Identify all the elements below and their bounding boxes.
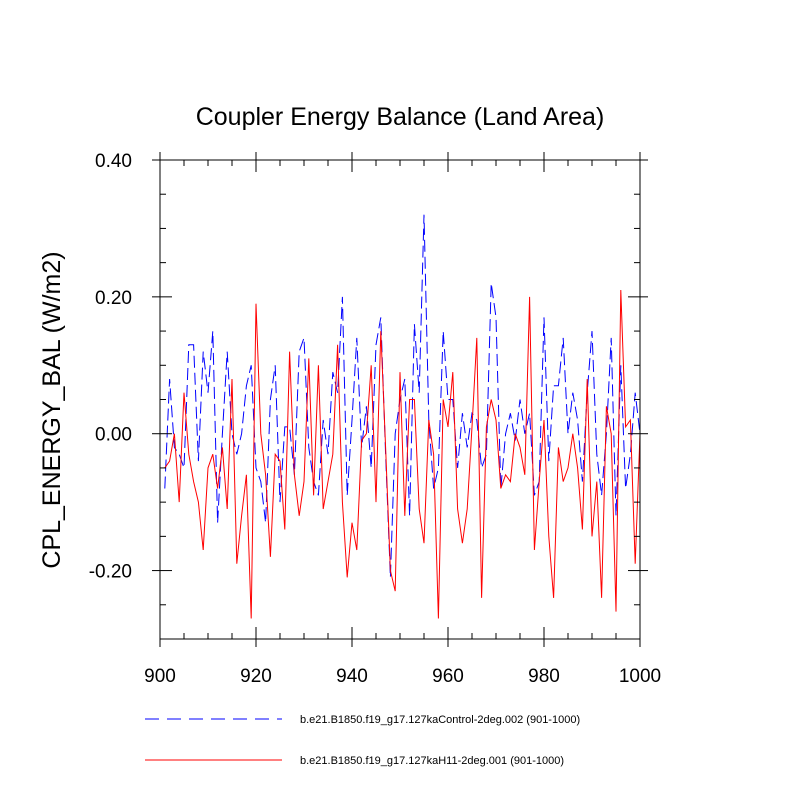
legend-label-2: b.e21.B1850.f19_g17.127kaH11-2deg.001 (9… [300,755,564,767]
legend-label-1: b.e21.B1850.f19_g17.127kaControl-2deg.00… [300,714,580,726]
axis-tick-labels: 900 920 940 960 980 1000 -0.20 0.00 0.20 0.40 [89,151,661,687]
series-line-1 [164,214,641,578]
y-tick-label: -0.20 [89,562,132,583]
series-line-2 [164,289,641,619]
plot-lines [164,214,641,619]
y-tick-label: 0.00 [95,425,132,446]
x-tick-label: 1000 [619,666,661,687]
x-tick-label: 960 [432,666,464,687]
x-tick-label: 980 [528,666,560,687]
x-tick-label: 900 [144,666,176,687]
y-axis-label: CPL_ENERGY_BAL (W/m2) [38,251,66,568]
x-tick-label: 920 [240,666,272,687]
chart-title: Coupler Energy Balance (Land Area) [196,103,605,131]
axis-ticks [152,152,648,647]
legend: b.e21.B1850.f19_g17.127kaControl-2deg.00… [145,714,580,767]
y-tick-label: 0.40 [95,151,132,172]
y-tick-label: 0.20 [95,288,132,309]
x-tick-label: 940 [336,666,368,687]
